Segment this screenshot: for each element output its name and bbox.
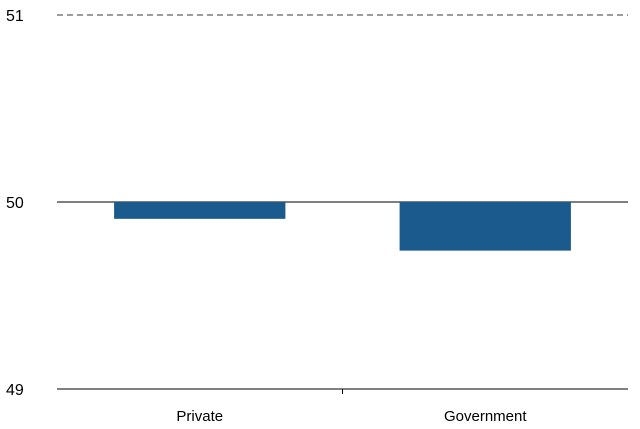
x-tick-label-private: Private bbox=[176, 408, 223, 425]
x-tick-label-government: Government bbox=[444, 408, 527, 425]
y-tick-label-49: 49 bbox=[6, 382, 24, 399]
labels: 49 50 51 Private Government bbox=[6, 8, 527, 425]
y-tick-label-51: 51 bbox=[6, 8, 24, 25]
bar-private bbox=[114, 202, 286, 219]
bar-government bbox=[399, 202, 571, 251]
axes bbox=[57, 388, 628, 394]
bars bbox=[114, 202, 571, 251]
y-tick-label-50: 50 bbox=[6, 195, 24, 212]
